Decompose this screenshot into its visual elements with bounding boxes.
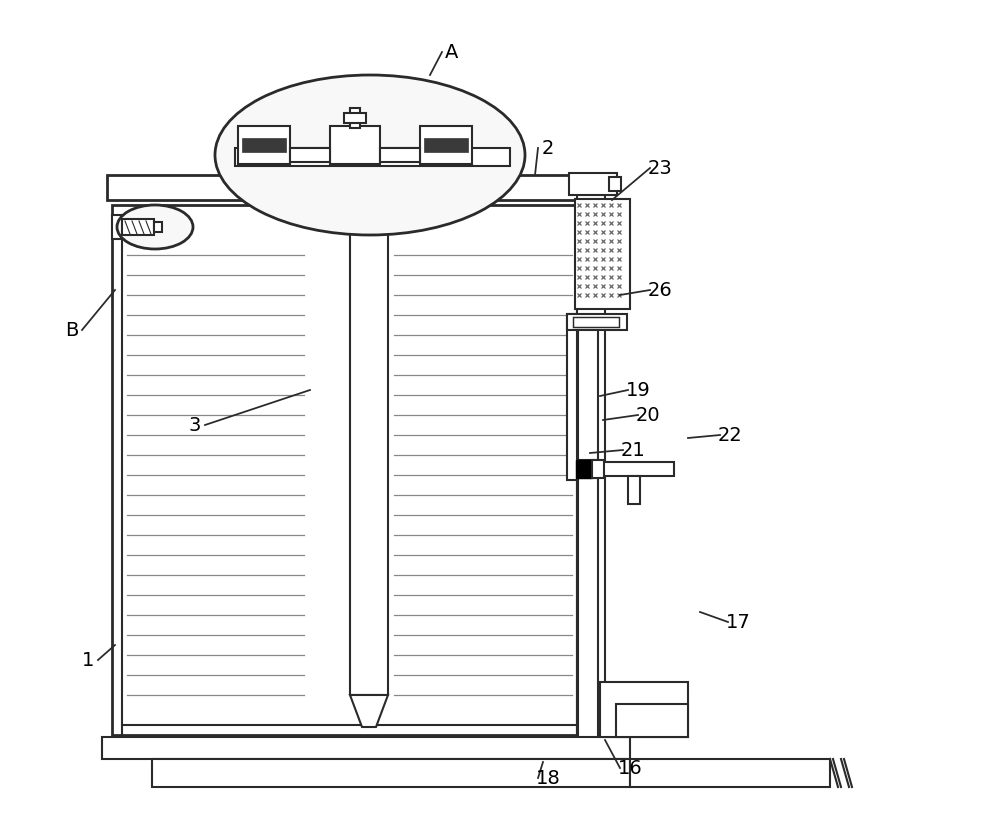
Bar bbox=[578, 478, 598, 740]
Bar bbox=[122, 219, 154, 235]
Bar bbox=[592, 460, 604, 478]
Bar bbox=[616, 704, 688, 737]
Bar bbox=[154, 222, 162, 232]
Bar bbox=[628, 476, 640, 504]
Text: 17: 17 bbox=[726, 612, 750, 631]
Bar bbox=[242, 138, 286, 152]
Bar bbox=[578, 330, 598, 460]
Bar bbox=[609, 177, 621, 191]
Bar bbox=[577, 175, 605, 735]
Text: A: A bbox=[445, 43, 459, 62]
Bar bbox=[344, 113, 366, 123]
Bar bbox=[102, 737, 630, 759]
Bar bbox=[567, 314, 627, 330]
Bar bbox=[112, 215, 122, 239]
Bar bbox=[290, 148, 330, 162]
Bar bbox=[107, 175, 592, 200]
Bar bbox=[630, 759, 830, 787]
Bar bbox=[576, 460, 592, 478]
Text: 2: 2 bbox=[542, 139, 554, 158]
Text: 26: 26 bbox=[648, 281, 672, 300]
Text: 16: 16 bbox=[618, 759, 642, 777]
Bar bbox=[330, 126, 380, 164]
Text: 3: 3 bbox=[189, 415, 201, 434]
Text: 21: 21 bbox=[621, 441, 645, 460]
Ellipse shape bbox=[117, 205, 193, 249]
Polygon shape bbox=[350, 695, 388, 727]
Text: 18: 18 bbox=[536, 768, 560, 787]
Text: B: B bbox=[65, 320, 79, 340]
Bar bbox=[235, 148, 510, 166]
Bar bbox=[350, 175, 388, 695]
Text: 20: 20 bbox=[636, 406, 660, 424]
Bar bbox=[238, 126, 290, 164]
Bar bbox=[420, 126, 472, 164]
Bar bbox=[152, 759, 630, 787]
Text: 22: 22 bbox=[718, 425, 742, 444]
Bar bbox=[569, 173, 617, 195]
Text: 19: 19 bbox=[626, 380, 650, 400]
Bar bbox=[573, 317, 619, 327]
Bar bbox=[424, 138, 468, 152]
Bar bbox=[575, 199, 630, 309]
Bar bbox=[571, 740, 605, 782]
Ellipse shape bbox=[215, 75, 525, 235]
Bar bbox=[350, 108, 360, 128]
Text: 23: 23 bbox=[648, 158, 672, 177]
Bar bbox=[380, 148, 420, 162]
Bar bbox=[112, 205, 587, 735]
Bar bbox=[594, 462, 674, 476]
Text: 1: 1 bbox=[82, 650, 94, 669]
Bar bbox=[567, 314, 578, 480]
Bar bbox=[600, 682, 688, 737]
